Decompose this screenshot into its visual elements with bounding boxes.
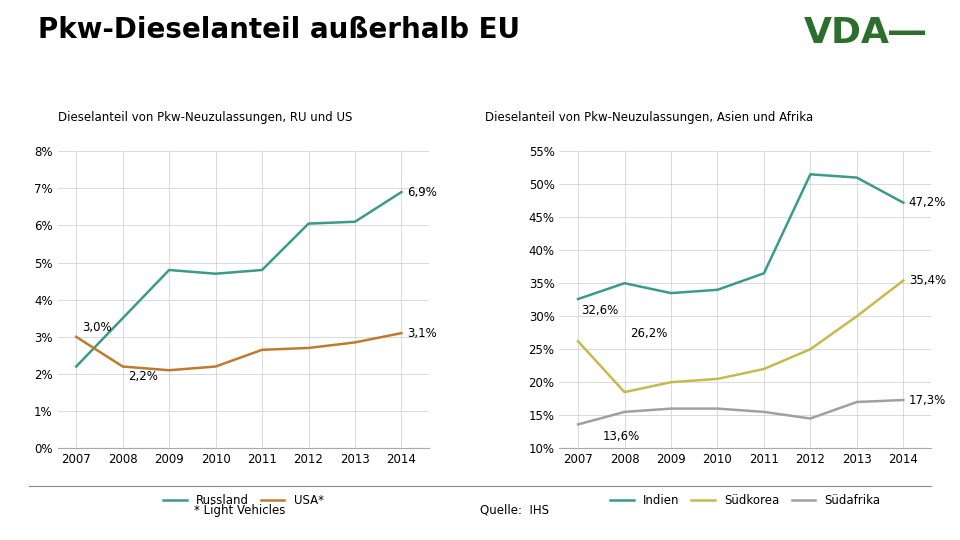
Text: 26,2%: 26,2% (630, 327, 667, 340)
Text: VDA―: VDA― (804, 16, 926, 50)
Text: 13,6%: 13,6% (603, 430, 640, 443)
Text: 47,2%: 47,2% (909, 196, 947, 209)
Text: 17,3%: 17,3% (909, 394, 947, 407)
Text: 32,6%: 32,6% (581, 305, 618, 318)
Text: Dieselanteil von Pkw-Neuzulassungen, RU und US: Dieselanteil von Pkw-Neuzulassungen, RU … (58, 111, 352, 124)
Legend: Indien, Südkorea, Südafrika: Indien, Südkorea, Südafrika (606, 490, 885, 512)
Text: * Light Vehicles: * Light Vehicles (194, 504, 286, 517)
Text: Pkw-Dieselanteil außerhalb EU: Pkw-Dieselanteil außerhalb EU (38, 16, 520, 44)
Legend: Russland, USA*: Russland, USA* (158, 490, 328, 512)
Text: 3,1%: 3,1% (407, 327, 437, 340)
Text: 3,0%: 3,0% (82, 321, 111, 334)
Text: 35,4%: 35,4% (909, 274, 946, 287)
Text: 2,2%: 2,2% (129, 370, 158, 383)
Text: Quelle:  IHS: Quelle: IHS (480, 504, 549, 517)
Text: 6,9%: 6,9% (407, 186, 437, 199)
Text: Dieselanteil von Pkw-Neuzulassungen, Asien und Afrika: Dieselanteil von Pkw-Neuzulassungen, Asi… (485, 111, 813, 124)
